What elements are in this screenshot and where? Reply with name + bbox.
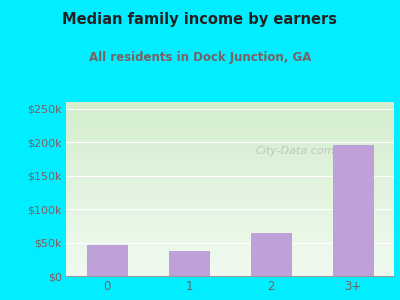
Bar bbox=[168, 251, 210, 276]
Bar bbox=[250, 232, 292, 276]
Text: Median family income by earners: Median family income by earners bbox=[62, 12, 338, 27]
Bar bbox=[332, 145, 374, 276]
Text: All residents in Dock Junction, GA: All residents in Dock Junction, GA bbox=[89, 51, 311, 64]
Bar bbox=[86, 245, 128, 276]
Text: City-Data.com: City-Data.com bbox=[256, 146, 335, 156]
